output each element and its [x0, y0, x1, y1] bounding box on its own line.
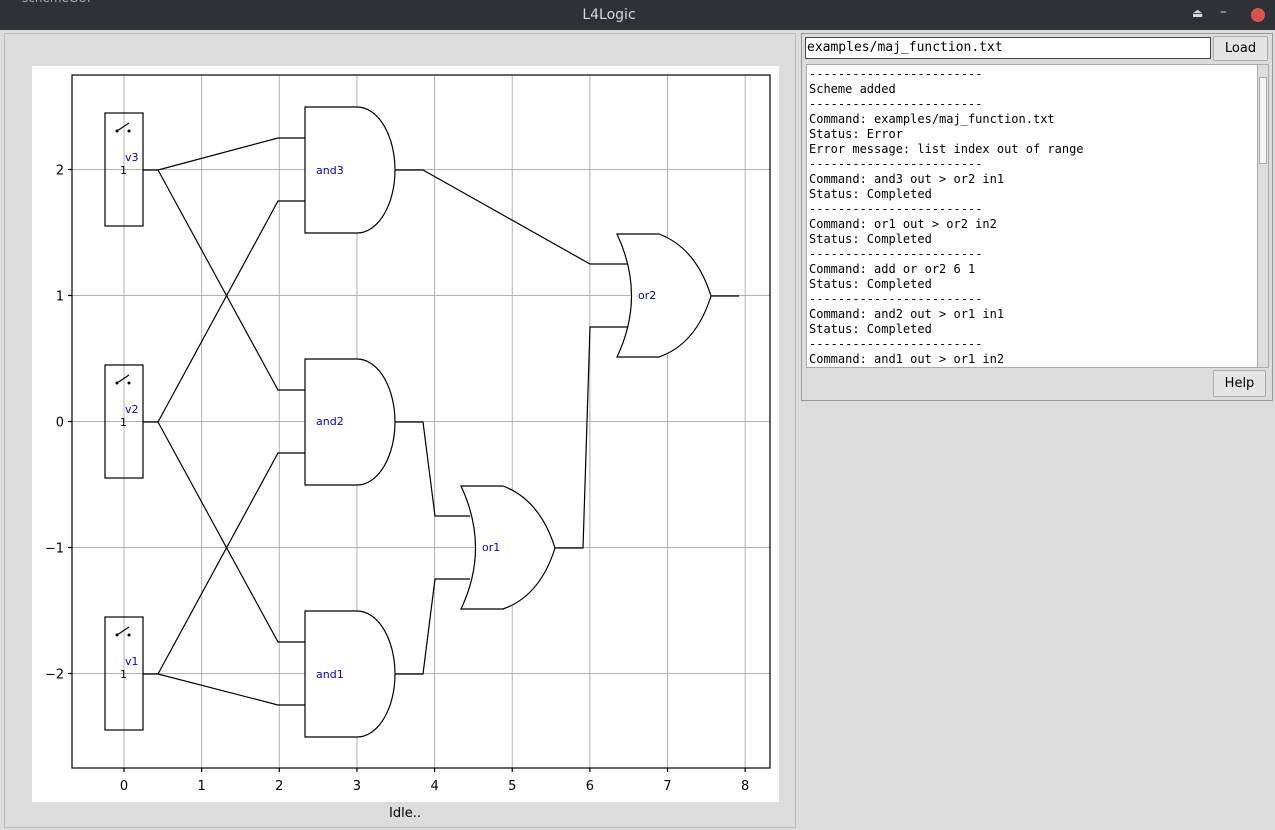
y-tick-label: −2: [45, 668, 64, 683]
y-tick-label: −1: [45, 542, 64, 557]
log-line: Status: Completed: [809, 232, 932, 246]
switch-label: v1: [125, 655, 139, 668]
log-line: Status: Completed: [809, 187, 932, 201]
log-line: Status: Error: [809, 127, 903, 141]
log-line: ------------------------: [809, 202, 983, 216]
log-line: Command: and1 out > or1 in2: [809, 352, 1005, 366]
switch-label: v2: [125, 403, 139, 416]
app-name: schemeGUI: [22, 0, 91, 5]
wires: [157, 137, 739, 706]
command-panel: [801, 33, 1273, 401]
plot-figure: v3 1 v2 1 v1 1 and3 and2 and1 or1 or2 0 1…: [32, 66, 779, 802]
y-tick-label: 2: [56, 164, 64, 179]
switch-state: 1: [120, 668, 127, 681]
x-tick-label: 2: [275, 779, 283, 794]
log-line: Error message: list index out of range: [809, 142, 1084, 156]
command-input[interactable]: examples/maj_function.txt: [805, 37, 1211, 59]
gates: [304, 106, 712, 738]
minimize-button[interactable]: –: [1220, 4, 1227, 20]
x-tick-label: 6: [586, 779, 594, 794]
gate-label: and3: [316, 164, 344, 177]
scrollbar[interactable]: [1257, 64, 1269, 368]
shade-button[interactable]: ⏏: [1192, 6, 1204, 20]
load-button[interactable]: Load: [1213, 36, 1268, 61]
close-button[interactable]: [1251, 8, 1265, 22]
gate-label: and2: [316, 415, 344, 428]
log-line: ------------------------: [809, 292, 983, 306]
log-line: Status: Completed: [809, 322, 932, 336]
status-text: Idle..: [389, 806, 421, 821]
log-line: Command: or1 out > or2 in2: [809, 217, 997, 231]
y-tick-label: 1: [56, 290, 64, 305]
log-line: Command: and2 out > or1 in1: [809, 307, 1005, 321]
log-line: Scheme added: [809, 82, 896, 96]
log-line: ------------------------: [809, 97, 983, 111]
switch-state: 1: [120, 416, 127, 429]
y-tick-label: 0: [56, 416, 64, 431]
x-tick-label: 3: [353, 779, 361, 794]
gate-label: and1: [316, 668, 344, 681]
log-line: ------------------------: [809, 247, 983, 261]
x-tick-label: 7: [663, 779, 671, 794]
x-tick-label: 0: [120, 779, 128, 794]
x-tick-label: 5: [508, 779, 516, 794]
window-title: L4Logic: [582, 7, 636, 23]
x-tick-label: 4: [430, 779, 438, 794]
gate-label: or1: [482, 541, 500, 554]
x-tick-label: 8: [741, 779, 749, 794]
gate-label: or2: [638, 289, 656, 302]
log-line: Command: examples/maj_function.txt: [809, 112, 1055, 126]
log-line: ------------------------: [809, 157, 983, 171]
x-tick-label: 1: [198, 779, 206, 794]
plot-panel: [4, 33, 796, 828]
log-output[interactable]: ------------------------ Scheme added ----…: [806, 64, 1258, 368]
switches: [104, 112, 158, 731]
log-line: Command: and3 out > or2 in1: [809, 172, 1005, 186]
title-bar: schemeGUI L4Logic ⏏ –: [0, 0, 1275, 30]
log-line: ------------------------: [809, 67, 983, 81]
switch-label: v3: [125, 151, 139, 164]
help-button[interactable]: Help: [1213, 370, 1266, 397]
log-line: Status: Completed: [809, 277, 932, 291]
log-line: ------------------------: [809, 337, 983, 351]
switch-state: 1: [120, 164, 127, 177]
log-line: Command: add or or2 6 1: [809, 262, 976, 276]
